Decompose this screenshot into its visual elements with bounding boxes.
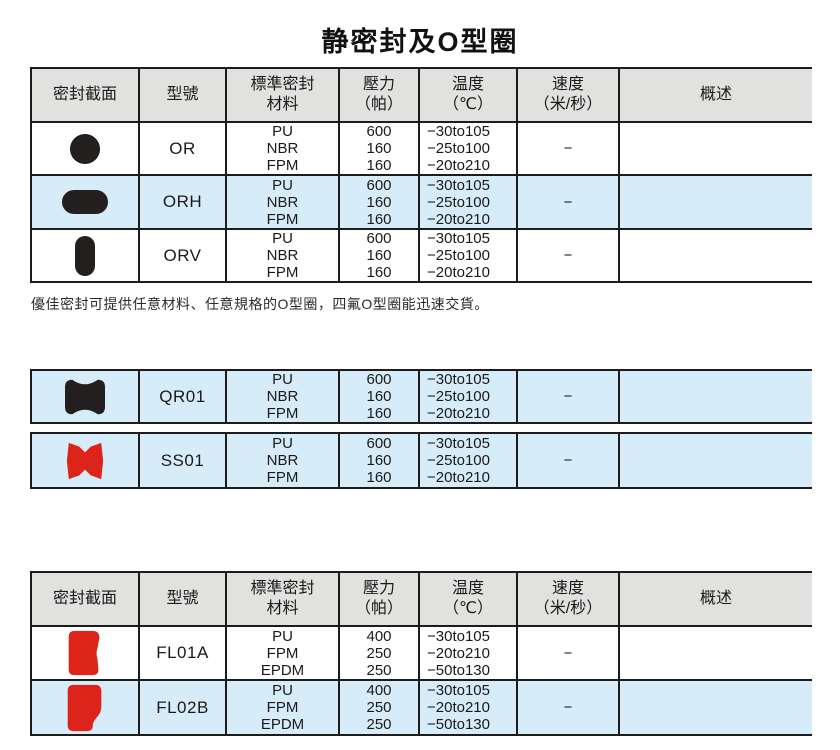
header-cell-overview: 概述 <box>699 590 732 607</box>
pressure-cell: 600 160 160 <box>340 230 420 281</box>
materials-cell: PU NBR FPM <box>227 371 340 422</box>
table-row-orv: ORV PU NBR FPM 600 160 160 −30to105 −25t… <box>32 230 812 283</box>
header-cell-speed: 速度 （米/秒） <box>518 69 620 121</box>
seal-section-cell <box>32 176 140 228</box>
table-row-qr01: QR01 PU NBR FPM 600 160 160 −30to105 −25… <box>32 371 812 424</box>
overview-cell <box>620 371 812 422</box>
overview-cell <box>620 627 812 679</box>
model-cell: ORV <box>140 230 227 281</box>
temperature-cell: −30to105 −25to100 −20to210 <box>420 230 518 281</box>
o-ring-horizontal-icon <box>62 190 108 214</box>
seal-table-qr01: QR01 PU NBR FPM 600 160 160 −30to105 −25… <box>30 369 812 424</box>
temperature-cell: −30to105 −25to100 −20to210 <box>420 434 518 487</box>
seal-section-cell <box>32 681 140 734</box>
table-row-fl01a: FL01A PU FPM EPDM 400 250 250 −30to105 −… <box>32 627 812 681</box>
table-row-orh: ORH PU NBR FPM 600 160 160 −30to105 −25t… <box>32 176 812 230</box>
pressure-cell: 600 160 160 <box>340 123 420 174</box>
pressure-cell: 400 250 250 <box>340 681 420 734</box>
materials-cell: PU FPM EPDM <box>227 627 340 679</box>
quad-ring-icon <box>65 379 105 414</box>
seal-section-cell <box>32 627 140 679</box>
speed-cell: − <box>518 176 620 228</box>
materials-cell: PU FPM EPDM <box>227 681 340 734</box>
table-row-or: OR PU NBR FPM 600 160 160 −30to105 −25to… <box>32 123 812 176</box>
speed-cell: − <box>518 434 620 487</box>
temperature-cell: −30to105 −25to100 −20to210 <box>420 176 518 228</box>
seal-section-cell <box>32 371 140 422</box>
header-cell-overview: 概述 <box>699 86 732 103</box>
table-row-fl02b: FL02B PU FPM EPDM 400 250 250 −30to105 −… <box>32 681 812 736</box>
temperature-cell: −30to105 −25to100 −20to210 <box>420 123 518 174</box>
model-cell: OR <box>140 123 227 174</box>
header-cell-material: 標準密封 材料 <box>227 573 340 625</box>
note-text: 優佳密封可提供任意材料、任意規格的O型圈，四氟O型圈能迅速交貨。 <box>31 296 489 312</box>
overview-cell <box>620 123 812 174</box>
header-cell-model: 型號 <box>140 69 227 121</box>
pressure-cell: 600 160 160 <box>340 176 420 228</box>
o-ring-circle-icon <box>69 133 101 164</box>
header-row: 密封截面 型號 標準密封 材料 壓力 （帕） 温度 （℃） 速度 （米/秒） 概述 <box>32 69 812 123</box>
model-cell: FL02B <box>140 681 227 734</box>
materials-cell: PU NBR FPM <box>227 176 340 228</box>
header-cell-section: 密封截面 <box>32 69 140 121</box>
table-row-ss01: SS01 PU NBR FPM 600 160 160 −30to105 −25… <box>32 434 812 489</box>
materials-cell: PU NBR FPM <box>227 123 340 174</box>
o-ring-vertical-icon <box>75 235 95 276</box>
overview-cell <box>620 434 812 487</box>
pressure-cell: 600 160 160 <box>340 434 420 487</box>
header-row: 密封截面 型號 標準密封 材料 壓力 （帕） 温度 （℃） 速度 （米/秒） 概述 <box>32 573 812 627</box>
overview-cell <box>620 681 812 734</box>
header-cell-section: 密封截面 <box>32 573 140 625</box>
flange-seal-fl01a-icon <box>68 630 100 676</box>
speed-cell: − <box>518 371 620 422</box>
speed-cell: − <box>518 230 620 281</box>
page-title: 静密封及O型圈 <box>321 27 519 57</box>
header-cell-model: 型號 <box>140 573 227 625</box>
header-cell-temperature: 温度 （℃） <box>420 69 518 121</box>
flange-seal-fl02b-icon <box>67 684 102 731</box>
pressure-cell: 400 250 250 <box>340 627 420 679</box>
seal-table-1: 密封截面 型號 標準密封 材料 壓力 （帕） 温度 （℃） 速度 （米/秒） 概述 OR… <box>30 67 812 283</box>
model-cell: FL01A <box>140 627 227 679</box>
speed-cell: − <box>518 681 620 734</box>
seal-section-cell <box>32 123 140 174</box>
seal-table-3: 密封截面 型號 標準密封 材料 壓力 （帕） 温度 （℃） 速度 （米/秒） 概述 FL… <box>30 571 812 736</box>
speed-cell: − <box>518 627 620 679</box>
header-cell-material: 標準密封 材料 <box>227 69 340 121</box>
temperature-cell: −30to105 −20to210 −50to130 <box>420 681 518 734</box>
temperature-cell: −30to105 −20to210 −50to130 <box>420 627 518 679</box>
speed-cell: − <box>518 123 620 174</box>
materials-cell: PU NBR FPM <box>227 434 340 487</box>
seal-section-cell <box>32 434 140 487</box>
model-cell: QR01 <box>140 371 227 422</box>
overview-cell <box>620 230 812 281</box>
header-cell-pressure: 壓力 （帕） <box>340 573 420 625</box>
temperature-cell: −30to105 −25to100 −20to210 <box>420 371 518 422</box>
header-cell-pressure: 壓力 （帕） <box>340 69 420 121</box>
model-cell: SS01 <box>140 434 227 487</box>
header-cell-temperature: 温度 （℃） <box>420 573 518 625</box>
model-cell: ORH <box>140 176 227 228</box>
pressure-cell: 600 160 160 <box>340 371 420 422</box>
overview-cell <box>620 176 812 228</box>
header-cell-speed: 速度 （米/秒） <box>518 573 620 625</box>
seal-table-ss01: SS01 PU NBR FPM 600 160 160 −30to105 −25… <box>30 432 812 489</box>
seal-section-cell <box>32 230 140 281</box>
materials-cell: PU NBR FPM <box>227 230 340 281</box>
star-seal-icon <box>66 442 104 479</box>
